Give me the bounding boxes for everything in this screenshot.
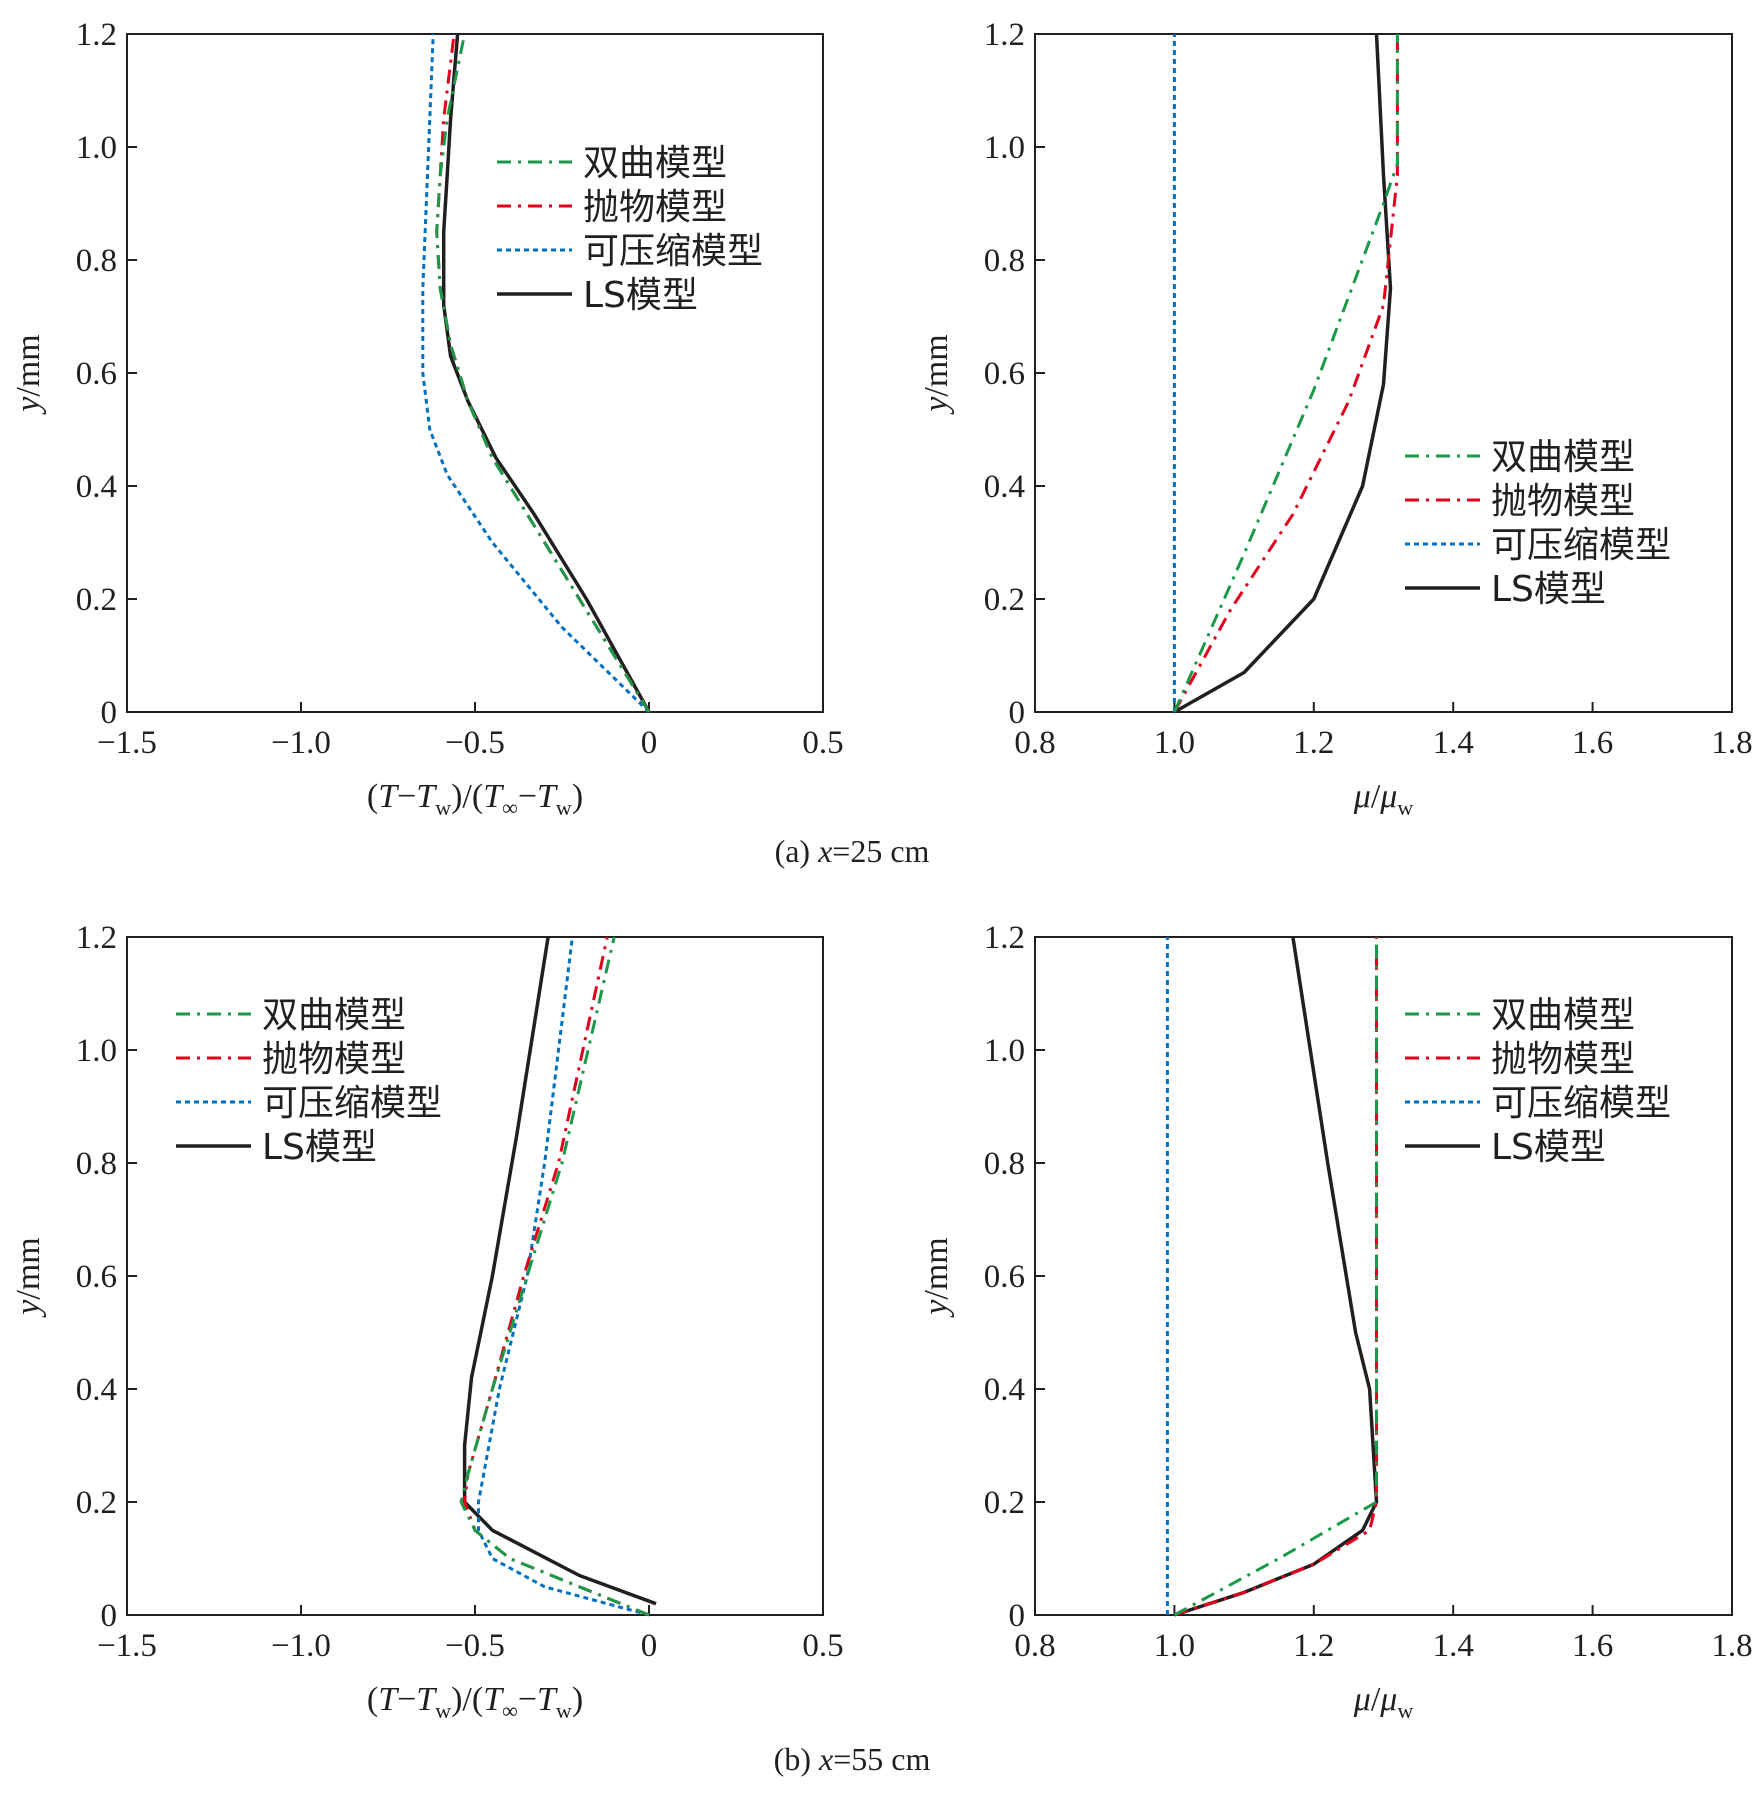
y-tick-label: 0.8 <box>984 243 1025 279</box>
y-tick-label: 0.6 <box>76 356 117 392</box>
y-tick-label: 1.0 <box>76 1033 117 1069</box>
x-tick-label: −1.5 <box>97 725 157 761</box>
x-tick-label: −0.5 <box>445 725 505 761</box>
x-tick-label: 1.0 <box>1154 725 1195 761</box>
plot-frame <box>126 33 824 713</box>
x-tick-label: −0.5 <box>445 1628 505 1664</box>
legend-label-hyperbolic: 双曲模型 <box>583 143 727 184</box>
x-tick-label: −1.0 <box>271 1628 331 1664</box>
y-tick-label: 1.2 <box>76 17 117 53</box>
y-tick-label: 0 <box>1009 1598 1026 1634</box>
x-tick-label: 0.8 <box>1014 725 1055 761</box>
y-tick-label: 1.2 <box>984 920 1025 956</box>
y-tick-label: 1.0 <box>984 130 1025 166</box>
legend-label-hyperbolic: 双曲模型 <box>262 995 406 1036</box>
legend-label-compressible: 可压缩模型 <box>1491 525 1671 566</box>
y-tick-label: 0.2 <box>984 582 1025 618</box>
series-line-ls <box>441 33 651 713</box>
caption-b: (b) x=55 cm <box>774 1741 931 1777</box>
x-tick-label: 1.4 <box>1433 1628 1474 1664</box>
x-tick-label: 1.8 <box>1711 725 1752 761</box>
series-line-ls <box>1173 33 1393 714</box>
y-tick-label: 0.8 <box>76 243 117 279</box>
legend-label-ls: LS模型 <box>1491 1127 1606 1168</box>
legend-label-hyperbolic: 双曲模型 <box>1491 437 1635 478</box>
x-tick-label: 1.8 <box>1711 1628 1752 1664</box>
legend-label-ls: LS模型 <box>583 275 698 316</box>
y-axis-label: y/mm <box>10 1237 47 1317</box>
y-tick-label: 0 <box>1009 695 1026 731</box>
chart-b-left: −1.5 −1.0 −0.5 0 0.5 0 0.2 0.4 0.6 0.8 1.0 1.2 y/mm (… <box>10 920 844 1723</box>
series-line-parabolic <box>1173 34 1399 713</box>
chart-b-right: 0.8 1.0 1.2 1.4 1.6 1.8 0 0.2 0.4 0.6 0.8 1.0 1.2 y/m… <box>918 920 1753 1723</box>
caption-a: (a) x=25 cm <box>775 833 930 869</box>
y-tick-label: 0.4 <box>984 469 1025 505</box>
y-tick-label: 1.2 <box>984 17 1025 53</box>
legend-label-parabolic: 抛物模型 <box>1491 1039 1635 1080</box>
x-axis-label: μ/μw <box>1353 778 1414 820</box>
y-axis-label: y/mm <box>918 1237 955 1317</box>
series-line-hyperbolic <box>435 33 651 713</box>
x-axis-label: (T−Tw)/(T∞−Tw) <box>367 1681 583 1723</box>
x-tick-label: 1.6 <box>1572 725 1613 761</box>
x-tick-label: 0 <box>641 1628 658 1664</box>
x-axis-label: μ/μw <box>1353 1681 1414 1723</box>
legend-label-compressible: 可压缩模型 <box>1491 1083 1671 1124</box>
y-tick-label: 0.8 <box>984 1146 1025 1182</box>
legend-label-compressible: 可压缩模型 <box>583 231 763 272</box>
x-tick-label: 0.5 <box>802 1628 843 1664</box>
legend-label-hyperbolic: 双曲模型 <box>1491 995 1635 1036</box>
legend-label-ls: LS模型 <box>262 1127 377 1168</box>
y-tick-label: 0.6 <box>76 1259 117 1295</box>
y-tick-label: 0.4 <box>76 1372 117 1408</box>
series-line-compressible <box>477 936 650 1617</box>
x-axis-label: (T−Tw)/(T∞−Tw) <box>367 778 583 820</box>
chart-a-left: −1.5 −1.0 −0.5 0 0.5 0 0.2 0.4 0.6 0.8 1.0 1.2 y/mm (… <box>10 17 844 820</box>
x-tick-label: 1.2 <box>1293 725 1334 761</box>
y-tick-label: 1.2 <box>76 920 117 956</box>
series-line-ls <box>1173 936 1379 1617</box>
series-line-ls <box>462 936 657 1606</box>
x-tick-label: 1.6 <box>1572 1628 1613 1664</box>
series-line-hyperbolic <box>1173 34 1399 713</box>
series-line-hyperbolic <box>459 936 650 1617</box>
y-tick-label: 0.4 <box>984 1372 1025 1408</box>
y-tick-label: 1.0 <box>984 1033 1025 1069</box>
x-tick-label: 1.2 <box>1293 1628 1334 1664</box>
y-axis-label: y/mm <box>10 334 47 414</box>
y-tick-label: 0.6 <box>984 356 1025 392</box>
y-tick-label: 0 <box>101 1598 118 1634</box>
series-line-parabolic <box>435 33 651 713</box>
x-tick-label: 1.4 <box>1433 725 1474 761</box>
x-tick-label: −1.5 <box>97 1628 157 1664</box>
legend-label-compressible: 可压缩模型 <box>262 1083 442 1124</box>
legend-label-parabolic: 抛物模型 <box>1491 481 1635 522</box>
y-tick-label: 0.2 <box>76 1485 117 1521</box>
y-tick-label: 0.4 <box>76 469 117 505</box>
x-tick-label: −1.0 <box>271 725 331 761</box>
y-tick-label: 0.2 <box>76 582 117 618</box>
legend-label-ls: LS模型 <box>1491 569 1606 610</box>
chart-a-right: 0.8 1.0 1.2 1.4 1.6 1.8 0 0.2 0.4 0.6 0.8 1.0 1.2 y/m… <box>918 17 1753 820</box>
y-tick-label: 0.8 <box>76 1146 117 1182</box>
x-tick-label: 0.5 <box>802 725 843 761</box>
legend-label-parabolic: 抛物模型 <box>583 187 727 228</box>
y-axis-label: y/mm <box>918 334 955 414</box>
y-tick-label: 0.2 <box>984 1485 1025 1521</box>
x-tick-label: 0 <box>641 725 658 761</box>
series-line-compressible <box>421 33 651 714</box>
y-tick-label: 1.0 <box>76 130 117 166</box>
y-tick-label: 0.6 <box>984 1259 1025 1295</box>
series-line-parabolic <box>463 936 650 1617</box>
x-tick-label: 0.8 <box>1014 1628 1055 1664</box>
legend-label-parabolic: 抛物模型 <box>262 1039 406 1080</box>
x-tick-label: 1.0 <box>1154 1628 1195 1664</box>
y-tick-label: 0 <box>101 695 118 731</box>
